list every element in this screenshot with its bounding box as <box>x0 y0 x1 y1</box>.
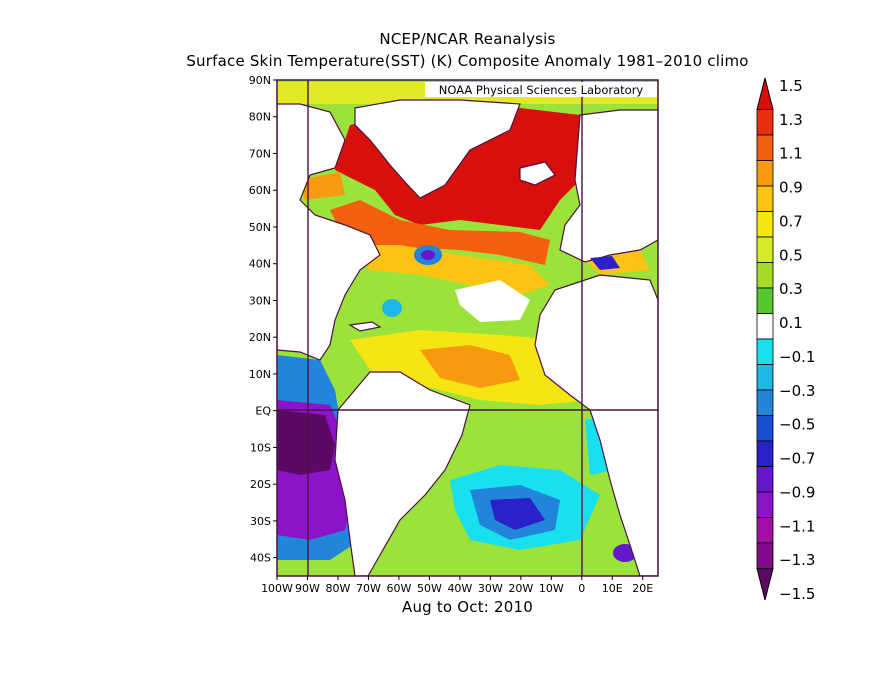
colorbar-label: 0.3 <box>779 280 803 298</box>
lon-label: 70W <box>356 582 381 595</box>
colorbar-segment <box>756 160 774 187</box>
lat-label: 10N <box>249 368 271 381</box>
lat-label: 10S <box>250 441 271 454</box>
tropical-warm-core <box>420 345 520 388</box>
map-frame <box>276 79 659 577</box>
lat-label: 40N <box>249 258 271 271</box>
aegean-cold-spot <box>590 256 620 270</box>
colorbar-segment <box>756 211 774 238</box>
neutral-anomaly-area <box>455 280 530 322</box>
colorbar-segment <box>756 262 774 289</box>
lat-label: EQ <box>255 405 271 418</box>
lon-label: 60W <box>386 582 411 595</box>
colorbar-top-arrow <box>756 77 774 110</box>
colorbar-label: −0.5 <box>779 416 815 434</box>
lat-label: 80N <box>249 111 271 124</box>
colorbar: 1.5 1.3 1.1 0.9 0.7 0.5 0.3 0.1 −0.1 −0.3 −0.5 −0.7… <box>756 77 815 603</box>
lon-label: 80W <box>326 582 351 595</box>
colorbar-label: 0.1 <box>779 314 803 332</box>
colorbar-label: 1.1 <box>779 145 803 163</box>
colorbar-segment <box>756 236 774 263</box>
latitude-axis: 90N 80N 70N 60N 50N 40N 30N 20N 10N EQ 10S 20S 30S 40… <box>249 74 277 565</box>
colorbar-label: −0.3 <box>779 382 815 400</box>
chart-title: NCEP/NCAR Reanalysis <box>379 30 556 48</box>
lat-label: 20N <box>249 331 271 344</box>
colorbar-bottom-arrow <box>756 568 774 601</box>
anomaly-field: NOAA Physical Sciences Laboratory <box>277 80 658 576</box>
lon-label: 10E <box>602 582 623 595</box>
greenland <box>354 99 521 199</box>
lon-label: 90W <box>295 582 320 595</box>
colorbar-label: 0.5 <box>779 246 803 264</box>
lon-label: 30W <box>478 582 503 595</box>
lon-label: 40W <box>447 582 472 595</box>
colorbar-label: −0.9 <box>779 483 815 501</box>
lat-label: 50N <box>249 221 271 234</box>
lat-label: 90N <box>249 74 271 87</box>
period-label: Aug to Oct: 2010 <box>401 598 533 616</box>
lat-label: 20S <box>250 478 271 491</box>
colorbar-label: 1.3 <box>779 111 803 129</box>
colorbar-segment <box>756 517 774 544</box>
longitude-axis: 100W 90W 80W 70W 60W 50W 40W 30W 20W 10W 0 10E 20E <box>261 576 653 595</box>
colorbar-segment <box>756 415 774 442</box>
chart-subtitle: Surface Skin Temperature(SST) (K) Compos… <box>186 52 749 70</box>
colorbar-label: −1.3 <box>779 551 815 569</box>
colorbar-segment <box>756 338 774 365</box>
colorbar-label: −0.1 <box>779 348 815 366</box>
labrador-warm-patch <box>300 172 345 200</box>
colorbar-label: −1.1 <box>779 517 815 535</box>
south-america <box>334 371 471 576</box>
colorbar-label: 0.9 <box>779 179 803 197</box>
lon-label: 20E <box>632 582 653 595</box>
africa <box>534 274 658 576</box>
colorbar-segment <box>756 466 774 493</box>
colorbar-segment <box>756 364 774 391</box>
cold-spot <box>382 299 402 317</box>
lon-label: 50W <box>417 582 442 595</box>
credit-box <box>425 82 657 97</box>
colorbar-segment <box>756 440 774 467</box>
colorbar-segment <box>756 389 774 416</box>
lat-label: 30N <box>249 294 271 307</box>
iceland <box>519 161 556 186</box>
colorbar-segment <box>756 542 774 569</box>
colorbar-segment <box>756 313 774 340</box>
colorbar-segment <box>756 287 774 314</box>
lon-label: 10W <box>539 582 564 595</box>
lat-label: 70N <box>249 147 271 160</box>
north-america <box>277 103 381 361</box>
colorbar-label: 0.7 <box>779 212 803 230</box>
lon-label: 100W <box>261 582 293 595</box>
credit-text: NOAA Physical Sciences Laboratory <box>439 83 644 97</box>
caribbean-islands <box>348 321 382 332</box>
colorbar-label: −0.7 <box>779 450 815 468</box>
colorbar-label: 1.5 <box>779 77 803 95</box>
lon-label: 20W <box>508 582 533 595</box>
colorbar-label: −1.5 <box>779 585 815 603</box>
lat-label: 60N <box>249 184 271 197</box>
land-masses <box>277 99 658 576</box>
lon-label: 0 <box>578 582 585 595</box>
lat-label: 40S <box>250 552 271 565</box>
lat-label: 30S <box>250 515 271 528</box>
colorbar-segment <box>756 134 774 161</box>
colorbar-segment <box>756 109 774 136</box>
colorbar-segment <box>756 491 774 518</box>
colorbar-segment <box>756 185 774 212</box>
